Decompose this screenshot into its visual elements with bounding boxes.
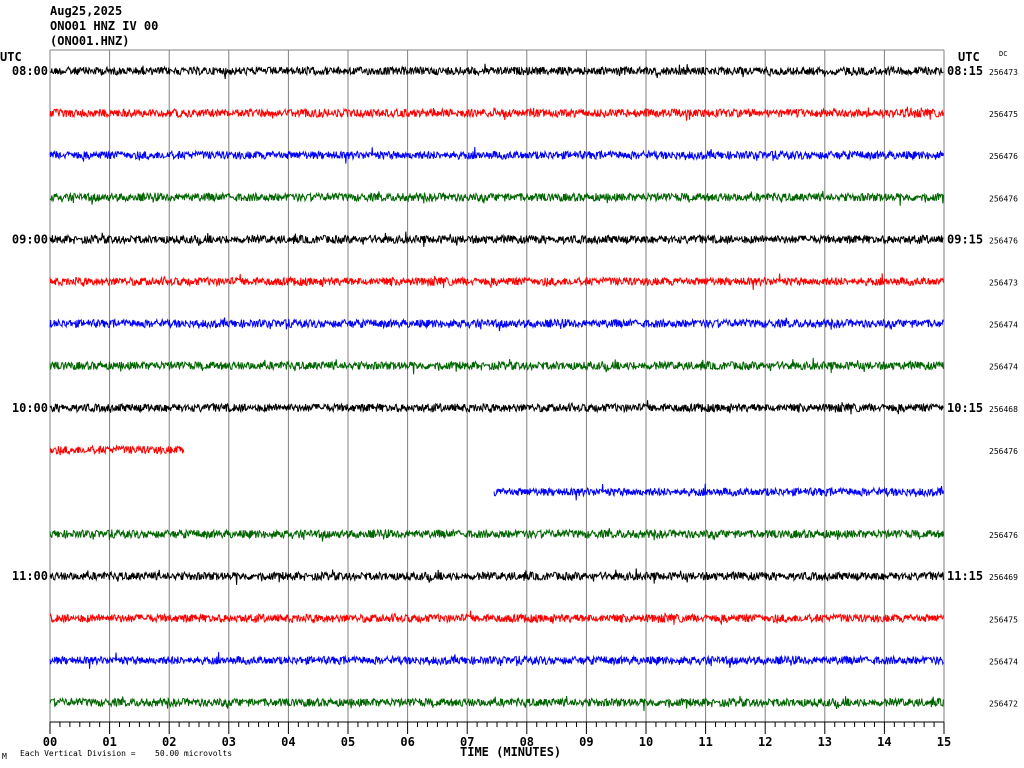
trace-row-2 — [49, 146, 944, 164]
right-time-label-8: 10:15 — [947, 401, 983, 415]
x-tick-label-01: 01 — [102, 735, 116, 749]
footer-mark: M — [2, 752, 7, 761]
trace-row-13 — [49, 610, 944, 625]
trace-group — [49, 63, 944, 712]
dc-header-label: DC — [999, 50, 1008, 58]
trace-row-9 — [49, 444, 185, 456]
x-tick-label-05: 05 — [341, 735, 355, 749]
dc-value-9: 256476 — [989, 447, 1018, 456]
x-tick-label-04: 04 — [281, 735, 295, 749]
right-time-label-0: 08:15 — [947, 64, 983, 78]
x-axis-title: TIME (MINUTES) — [460, 745, 562, 759]
left-timezone-label: UTC — [0, 50, 22, 64]
trace-row-14 — [49, 652, 944, 669]
left-time-label-12: 11:00 — [12, 569, 48, 583]
dc-value-5: 256473 — [989, 279, 1018, 288]
row-labels: 08:00 08:15 256473 256475 256476 256476 09:00 0… — [12, 64, 1018, 709]
x-tick-label-06: 06 — [400, 735, 414, 749]
x-tick-label-09: 09 — [579, 735, 593, 749]
x-axis: 00 01 02 03 04 05 06 07 08 09 10 11 12 13 14 15 — [43, 721, 951, 749]
x-tick-label-03: 03 — [222, 735, 236, 749]
trace-row-4 — [49, 231, 944, 247]
trace-row-1 — [49, 106, 944, 121]
dc-value-11: 256476 — [989, 531, 1018, 540]
footer-division-value: 50.00 microvolts — [155, 749, 233, 758]
left-time-label-4: 09:00 — [12, 232, 48, 246]
dc-value-12: 256469 — [989, 573, 1018, 582]
trace-row-15 — [49, 695, 944, 712]
dc-value-15: 256472 — [989, 700, 1018, 709]
footer-division-text: Each Vertical Division = — [20, 749, 136, 758]
right-time-label-4: 09:15 — [947, 232, 983, 246]
dc-value-14: 256474 — [989, 657, 1018, 666]
x-tick-label-15: 15 — [937, 735, 951, 749]
dc-value-7: 256474 — [989, 363, 1018, 372]
dc-value-2: 256476 — [989, 152, 1018, 161]
trace-row-11 — [49, 527, 944, 542]
x-tick-label-00: 00 — [43, 735, 57, 749]
trace-row-10 — [493, 483, 944, 501]
dc-value-6: 256474 — [989, 321, 1018, 330]
x-tick-label-11: 11 — [698, 735, 712, 749]
trace-row-8 — [49, 400, 944, 415]
dc-value-4: 256476 — [989, 236, 1018, 245]
dc-value-3: 256476 — [989, 194, 1018, 203]
x-tick-label-14: 14 — [877, 735, 891, 749]
x-tick-label-12: 12 — [758, 735, 772, 749]
trace-row-5 — [49, 273, 944, 290]
dc-value-8: 256468 — [989, 405, 1018, 414]
x-tick-label-13: 13 — [818, 735, 832, 749]
x-tick-label-10: 10 — [639, 735, 653, 749]
trace-row-0 — [49, 63, 944, 80]
right-time-label-12: 11:15 — [947, 569, 983, 583]
trace-row-12 — [49, 568, 944, 585]
left-time-label-0: 08:00 — [12, 64, 48, 78]
left-time-label-8: 10:00 — [12, 401, 48, 415]
x-tick-label-08: 08 — [520, 735, 534, 749]
trace-row-7 — [49, 357, 944, 375]
x-tick-label-07: 07 — [460, 735, 474, 749]
right-timezone-label: UTC — [958, 50, 980, 64]
grid-lines — [49, 49, 945, 722]
station-title: ONO01 HNZ IV 00 — [50, 19, 159, 33]
dc-value-0: 256473 — [989, 68, 1018, 77]
channel-label: (ONO01.HNZ) — [50, 34, 130, 48]
plot-date: Aug25,2025 — [50, 4, 123, 18]
trace-row-3 — [49, 190, 944, 206]
trace-row-6 — [49, 317, 944, 332]
x-tick-label-02: 02 — [162, 735, 176, 749]
dc-value-13: 256475 — [989, 615, 1018, 624]
dc-value-1: 256475 — [989, 110, 1018, 119]
